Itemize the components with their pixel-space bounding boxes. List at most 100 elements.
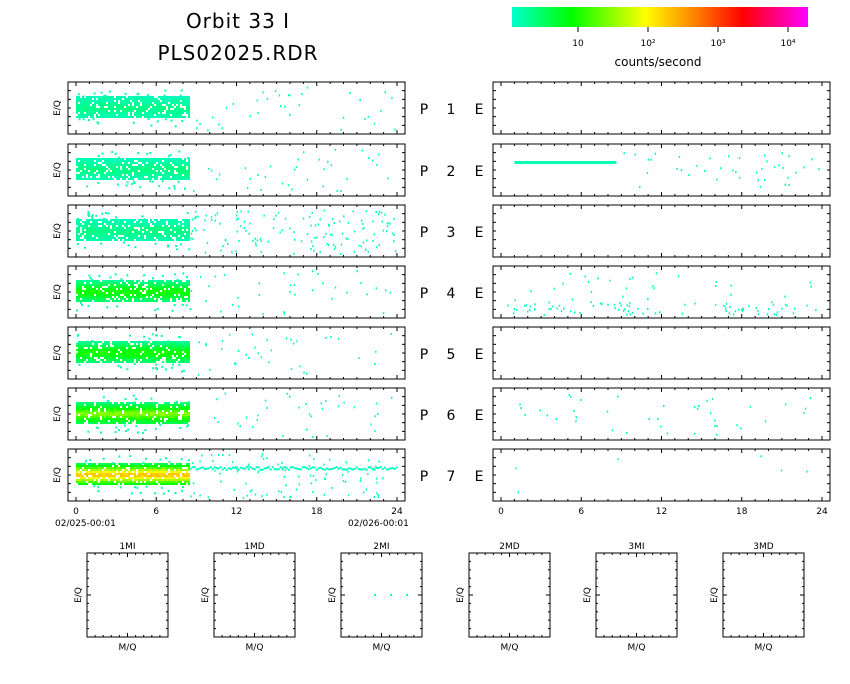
heatmap-cell — [118, 166, 120, 168]
heatmap-cell — [126, 288, 128, 290]
heatmap-cell — [178, 172, 180, 174]
heatmap-cell — [130, 164, 132, 166]
heatmap-cell — [207, 129, 209, 131]
heatmap-cell — [180, 168, 182, 170]
heatmap-cell — [140, 288, 142, 290]
heatmap-cell — [186, 359, 188, 361]
heatmap-cell — [110, 221, 112, 223]
heatmap-cell — [86, 292, 88, 294]
heatmap-cell — [122, 282, 124, 284]
heatmap-cell — [148, 341, 150, 343]
heatmap-cell — [158, 96, 160, 98]
heatmap-cell — [168, 479, 170, 481]
heatmap-cell — [128, 406, 130, 408]
heatmap-cell — [130, 114, 132, 116]
heatmap-cell — [98, 353, 100, 355]
heatmap-cell — [130, 341, 132, 343]
heatmap-cell — [96, 108, 98, 110]
heatmap-cell — [98, 158, 100, 160]
heatmap-cell — [158, 351, 160, 353]
heatmap-cell — [162, 471, 164, 473]
heatmap-cell — [318, 467, 320, 469]
heatmap-cell — [146, 351, 148, 353]
heatmap-cell — [90, 359, 92, 361]
heatmap-cell — [112, 237, 114, 239]
heatmap-cell — [178, 162, 180, 164]
heatmap-cell — [186, 414, 188, 416]
heatmap-cell — [182, 219, 184, 221]
heatmap-cell — [118, 227, 120, 229]
heatmap-cell — [122, 402, 124, 404]
heatmap-cell — [138, 355, 140, 357]
heatmap-cell — [104, 110, 106, 112]
heatmap-cell — [214, 466, 216, 468]
heatmap-cell — [116, 473, 118, 475]
heatmap-cell — [360, 282, 362, 284]
heatmap-cell — [144, 96, 146, 98]
heatmap-cell — [118, 361, 120, 363]
heatmap-cell — [116, 306, 118, 308]
heatmap-cell — [134, 290, 136, 292]
heatmap-cell — [126, 420, 128, 422]
heatmap-cell — [112, 225, 114, 227]
heatmap-cell — [290, 496, 292, 498]
heatmap-cell — [138, 110, 140, 112]
heatmap-cell — [217, 212, 219, 214]
heatmap-cell — [130, 296, 132, 298]
heatmap-cell — [80, 361, 82, 363]
heatmap-cell — [94, 469, 96, 471]
heatmap-cell — [140, 349, 142, 351]
heatmap-cell — [124, 174, 126, 176]
heatmap-cell — [138, 359, 140, 361]
heatmap-cell — [172, 422, 174, 424]
heatmap-cell — [339, 220, 341, 222]
heatmap-cell — [158, 282, 160, 284]
heatmap-cell — [176, 347, 178, 349]
heatmap-cell — [174, 116, 176, 118]
heatmap-cell — [76, 296, 78, 298]
heatmap-cell — [156, 345, 158, 347]
heatmap-cell — [186, 106, 188, 108]
heatmap-cell — [96, 349, 98, 351]
heatmap-cell — [82, 361, 84, 363]
heatmap-cell — [138, 114, 140, 116]
heatmap-cell — [118, 284, 120, 286]
heatmap-cell — [154, 162, 156, 164]
heatmap-cell — [182, 479, 184, 481]
heatmap-cell — [114, 233, 116, 235]
heatmap-cell — [80, 100, 82, 102]
heatmap-cell — [174, 473, 176, 475]
heatmap-cell — [154, 225, 156, 227]
heatmap-cell — [102, 153, 104, 155]
heatmap-cell — [154, 467, 156, 469]
heatmap-cell — [188, 481, 190, 483]
heatmap-cell — [122, 351, 124, 353]
heatmap-cell — [134, 172, 136, 174]
heatmap-cell — [172, 158, 174, 160]
heatmap-cell — [180, 292, 182, 294]
heatmap-cell — [144, 282, 146, 284]
heatmap-cell — [138, 475, 140, 477]
heatmap-cell — [184, 469, 186, 471]
heatmap-cell — [186, 473, 188, 475]
heatmap-cell — [252, 468, 254, 470]
heatmap-cell — [174, 343, 176, 345]
heatmap-cell — [234, 489, 236, 491]
heatmap-cell — [306, 467, 308, 469]
heatmap-cell — [146, 174, 148, 176]
heatmap-cell — [96, 471, 98, 473]
heatmap-cell — [82, 98, 84, 100]
heatmap-cell — [116, 294, 118, 296]
heatmap-cell — [152, 104, 154, 106]
heatmap-cell — [172, 162, 174, 164]
heatmap-cell — [142, 172, 144, 174]
heatmap-cell — [174, 233, 176, 235]
heatmap-cell — [168, 402, 170, 404]
heatmap-cell — [199, 460, 201, 462]
heatmap-cell — [124, 406, 126, 408]
heatmap-cell — [176, 473, 178, 475]
heatmap-cell — [162, 162, 164, 164]
heatmap-cell — [158, 288, 160, 290]
heatmap-cell — [178, 106, 180, 108]
heatmap-cell — [136, 465, 138, 467]
